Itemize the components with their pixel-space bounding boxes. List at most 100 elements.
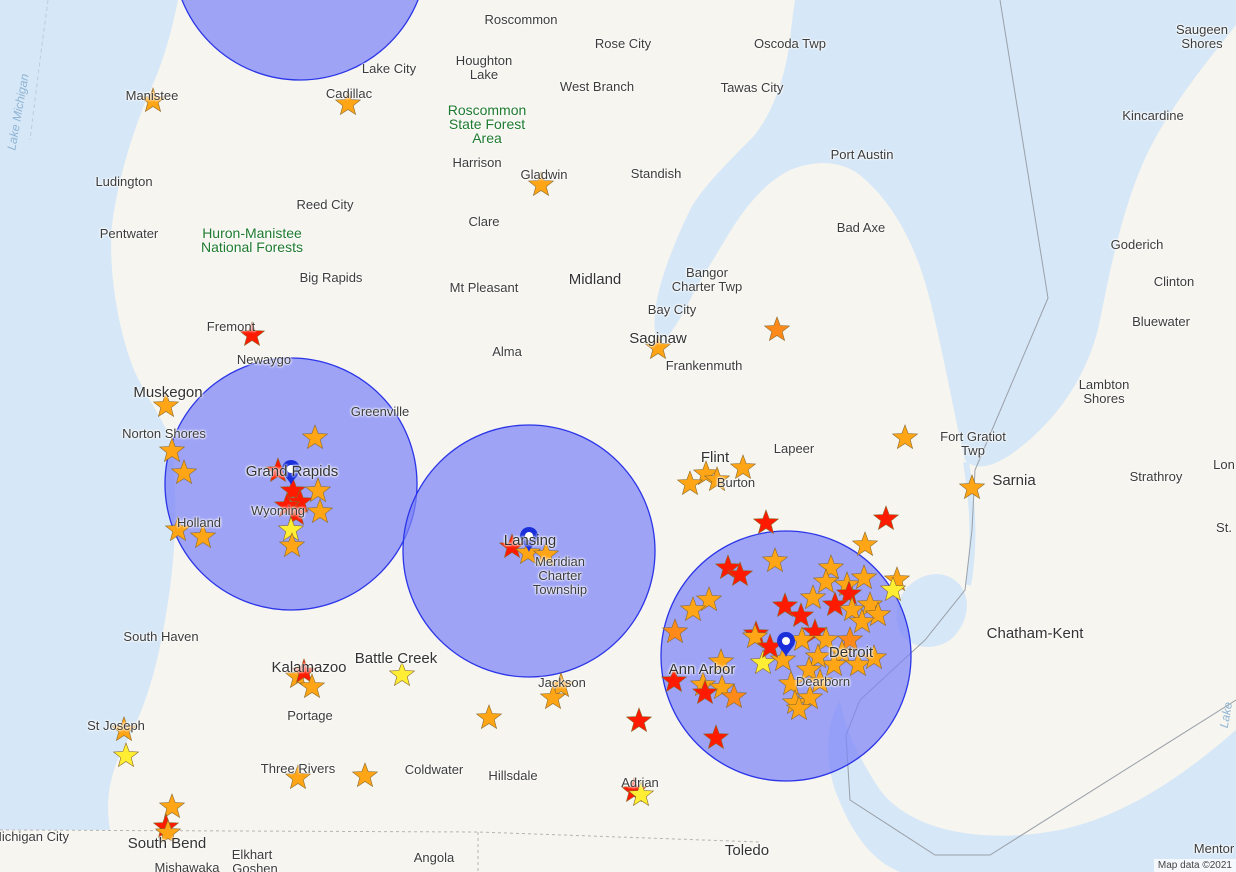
city-label: Tawas City (720, 80, 784, 95)
star-marker[interactable] (189, 523, 217, 549)
star-marker[interactable] (812, 626, 840, 652)
star-marker[interactable] (836, 626, 864, 652)
star-marker[interactable] (692, 460, 720, 486)
star-marker[interactable] (388, 661, 416, 687)
star-marker[interactable] (828, 639, 856, 665)
star-marker[interactable] (514, 539, 542, 565)
star-marker[interactable] (273, 492, 301, 518)
star-marker[interactable] (284, 764, 312, 790)
star-marker[interactable] (879, 576, 907, 602)
star-marker[interactable] (679, 596, 707, 622)
map-pin-lansing[interactable] (520, 527, 538, 552)
star-marker[interactable] (729, 454, 757, 480)
star-marker[interactable] (298, 673, 326, 699)
star-marker[interactable] (958, 474, 986, 500)
star-marker[interactable] (351, 762, 379, 788)
star-marker[interactable] (170, 459, 198, 485)
star-marker[interactable] (152, 392, 180, 418)
star-marker[interactable] (844, 651, 872, 677)
radius-circle-northern-michigan[interactable] (173, 0, 427, 81)
star-markers-layer[interactable] (110, 87, 986, 845)
star-marker[interactable] (139, 87, 167, 113)
star-marker[interactable] (110, 716, 138, 742)
star-marker[interactable] (891, 424, 919, 450)
star-marker[interactable] (286, 488, 314, 514)
star-marker[interactable] (796, 684, 824, 710)
star-marker[interactable] (547, 672, 575, 698)
star-marker[interactable] (627, 781, 655, 807)
star-marker[interactable] (838, 596, 866, 622)
star-marker[interactable] (660, 667, 688, 693)
star-marker[interactable] (864, 601, 892, 627)
star-marker[interactable] (625, 707, 653, 733)
star-marker[interactable] (799, 584, 827, 610)
city-label: Bangor Charter Twp (671, 265, 743, 294)
star-marker[interactable] (785, 695, 813, 721)
star-marker[interactable] (304, 477, 332, 503)
map-pin-grand-rapids[interactable] (282, 460, 300, 485)
star-marker[interactable] (164, 516, 192, 542)
star-marker[interactable] (860, 644, 888, 670)
star-marker[interactable] (306, 498, 334, 524)
star-marker[interactable] (644, 334, 672, 360)
star-marker[interactable] (812, 568, 840, 594)
city-label: Strathroy (1129, 469, 1183, 484)
star-marker[interactable] (702, 724, 730, 750)
star-marker[interactable] (817, 554, 845, 580)
star-marker[interactable] (851, 531, 879, 557)
star-marker[interactable] (695, 586, 723, 612)
star-marker[interactable] (527, 171, 555, 197)
city-label: Midland (568, 271, 622, 288)
star-marker[interactable] (238, 321, 266, 347)
star-marker[interactable] (334, 90, 362, 116)
star-marker[interactable] (301, 424, 329, 450)
star-marker[interactable] (720, 683, 748, 709)
star-marker[interactable] (848, 608, 876, 634)
star-marker[interactable] (769, 646, 797, 672)
star-marker[interactable] (806, 668, 834, 694)
star-marker[interactable] (703, 466, 731, 492)
star-marker[interactable] (761, 547, 789, 573)
star-marker[interactable] (777, 670, 805, 696)
lake-huron-water (654, 0, 1236, 467)
star-marker[interactable] (850, 564, 878, 590)
star-marker[interactable] (532, 541, 560, 567)
star-marker[interactable] (539, 684, 567, 710)
star-marker[interactable] (741, 623, 769, 649)
star-marker[interactable] (763, 316, 791, 342)
star-marker[interactable] (707, 648, 735, 674)
star-marker[interactable] (714, 554, 742, 580)
city-label: Toledo (724, 842, 770, 859)
star-marker[interactable] (872, 505, 900, 531)
star-marker[interactable] (691, 679, 719, 705)
star-marker[interactable] (676, 470, 704, 496)
pin-markers-layer[interactable] (282, 460, 795, 657)
city-label: Detroit (828, 644, 874, 661)
star-marker[interactable] (801, 618, 829, 644)
star-marker[interactable] (726, 561, 754, 587)
star-marker[interactable] (787, 602, 815, 628)
star-marker[interactable] (154, 819, 182, 845)
star-marker[interactable] (661, 618, 689, 644)
star-marker[interactable] (112, 742, 140, 768)
star-marker[interactable] (804, 643, 832, 669)
star-marker[interactable] (498, 533, 526, 559)
map-pin-detroit[interactable] (777, 632, 795, 657)
star-marker[interactable] (620, 777, 648, 803)
star-marker[interactable] (752, 509, 780, 535)
star-marker[interactable] (278, 532, 306, 558)
star-marker[interactable] (279, 477, 307, 503)
star-marker[interactable] (795, 656, 823, 682)
star-marker[interactable] (475, 704, 503, 730)
star-marker[interactable] (158, 793, 186, 819)
star-marker[interactable] (820, 651, 848, 677)
star-marker[interactable] (290, 658, 318, 684)
star-marker[interactable] (835, 580, 863, 606)
star-marker[interactable] (821, 591, 849, 617)
star-marker[interactable] (771, 592, 799, 618)
star-marker[interactable] (749, 649, 777, 675)
star-marker[interactable] (856, 591, 884, 617)
star-marker[interactable] (158, 437, 186, 463)
